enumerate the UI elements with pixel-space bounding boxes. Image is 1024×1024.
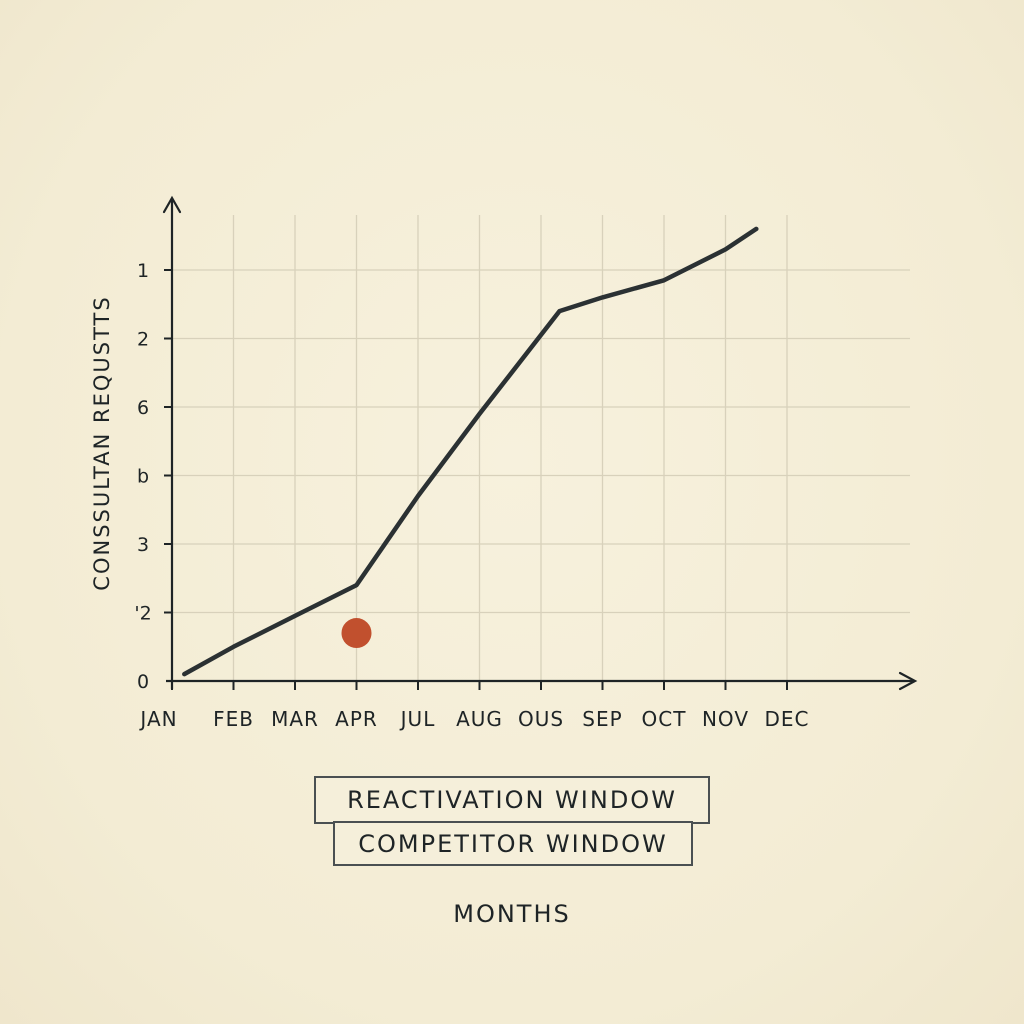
data-point <box>558 310 561 313</box>
y-axis-title: CONSSULTAN REQUSTTS <box>90 295 114 590</box>
data-point <box>294 614 297 617</box>
data-point <box>601 296 604 299</box>
x-tick-label: FEB <box>213 707 254 731</box>
x-tick-label: MAR <box>271 707 319 731</box>
x-tick-label: NOV <box>702 707 749 731</box>
x-tick-label: JAN <box>138 707 177 731</box>
legend-reactivation-window: REACTIVATION WINDOW <box>314 776 710 824</box>
y-tick-label: 2 <box>137 329 149 351</box>
y-axis-ticks: 0 '2 3 b 6 2 1 <box>134 260 172 693</box>
chart-axes <box>162 195 918 691</box>
data-point <box>183 673 186 676</box>
y-tick-label: '2 <box>134 603 151 625</box>
y-tick-label: 1 <box>137 260 149 282</box>
x-axis-ticks: JAN FEB MAR APR JUL AUG OUS SEP OCT NOV DEC <box>138 681 809 731</box>
y-tick-label: 6 <box>137 397 149 419</box>
x-tick-label: AUG <box>456 707 503 731</box>
x-tick-label: OUS <box>518 707 564 731</box>
legend-label-competitor: COMPETITOR WINDOW <box>358 829 668 858</box>
x-tick-label: SEP <box>582 707 622 731</box>
series-line-0 <box>182 226 759 677</box>
data-point <box>724 248 727 251</box>
data-point <box>417 495 420 498</box>
x-tick-label: OCT <box>642 707 687 731</box>
y-tick-label: 3 <box>137 534 149 556</box>
x-tick-label: JUL <box>399 707 436 731</box>
data-point <box>755 227 758 230</box>
y-tick-label: b <box>137 466 149 488</box>
data-point <box>478 412 481 415</box>
y-tick-label: 0 <box>137 671 149 693</box>
highlight-marker <box>341 618 372 649</box>
chart-grid <box>172 215 910 681</box>
y-axis-arrow-icon <box>162 195 182 214</box>
data-point <box>355 584 358 587</box>
series-layer <box>182 226 759 677</box>
data-point <box>663 279 666 282</box>
legend-competitor-window: COMPETITOR WINDOW <box>333 821 693 866</box>
data-point <box>232 645 235 648</box>
x-tick-label: DEC <box>764 707 809 731</box>
legend-label-reactivation: REACTIVATION WINDOW <box>347 786 677 814</box>
x-axis-arrow-icon <box>898 671 918 691</box>
x-axis-title: MONTHS <box>453 900 571 928</box>
marker-layer <box>341 618 372 649</box>
x-tick-label: APR <box>335 707 378 731</box>
